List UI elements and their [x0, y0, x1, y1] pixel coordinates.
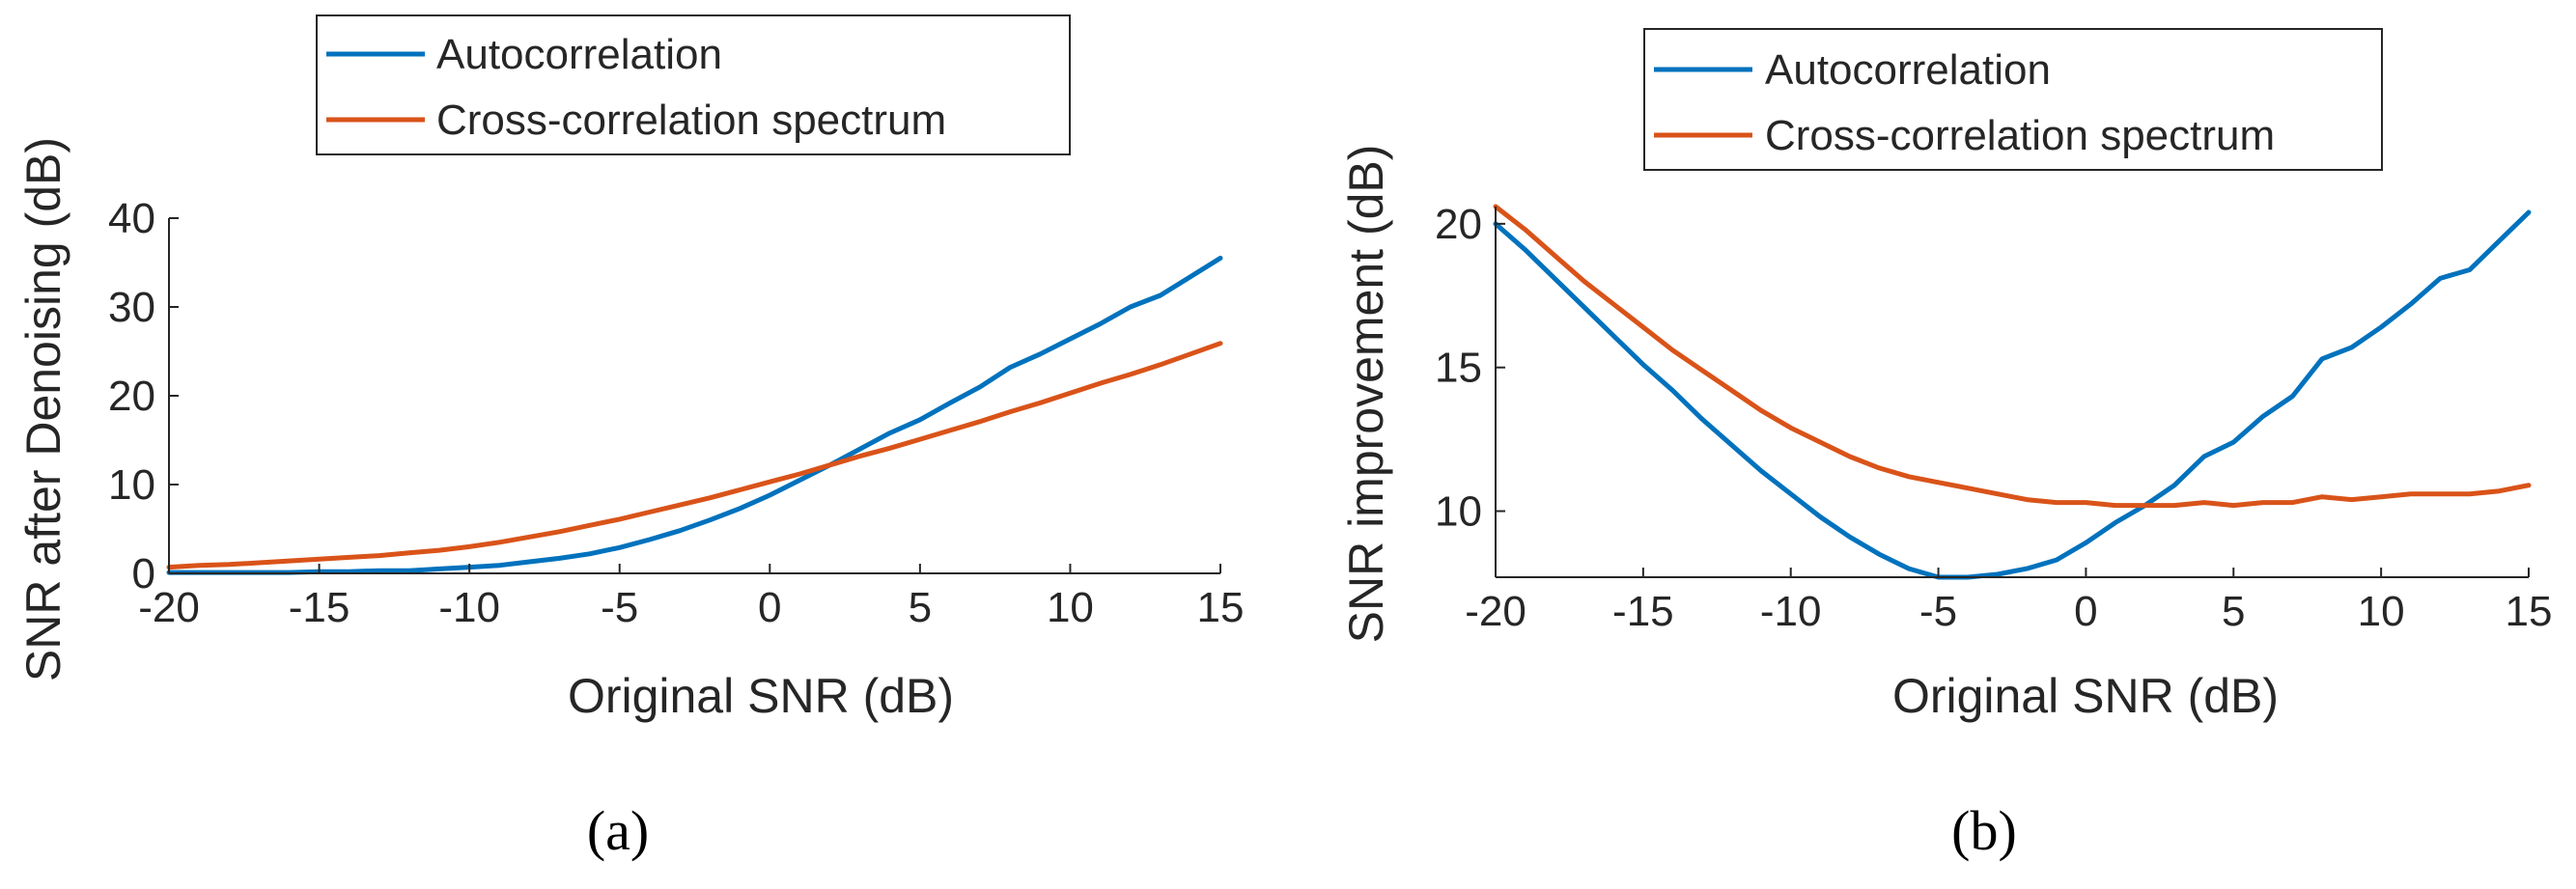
plot-background-b	[1496, 207, 2529, 577]
x-tick-label: -15	[1612, 588, 1674, 635]
tick-labels-b: -20 -15 -10 -5 0 5 10 15 10 15 20	[1435, 201, 2552, 635]
legend-label-cross-correlation-a: Cross-correlation spectrum	[436, 97, 946, 144]
y-tick-label: 30	[108, 284, 155, 331]
x-tick-label: 10	[2358, 588, 2405, 635]
caption-a: (a)	[587, 799, 649, 862]
axes-a	[168, 217, 1221, 574]
series-line-cross-correlation-a	[166, 341, 1223, 570]
y-tick-label: 10	[108, 461, 155, 509]
chart-panel-b: -20 -15 -10 -5 0 5 10 15 10 15 20 Original SNR (dB…	[1339, 28, 2552, 862]
x-tick-label: -10	[1760, 588, 1822, 635]
x-tick-label: 5	[2222, 588, 2245, 635]
legend-box-b	[1643, 28, 2383, 171]
tick-labels-a: -20 -15 -10 -5 0 5 10 15 0 10 20 30 40	[108, 195, 1244, 631]
y-tick-label: 10	[1435, 488, 1482, 536]
x-tick-label: -15	[289, 584, 350, 631]
x-tick-label: 15	[2506, 588, 2553, 635]
y-tick-label: 0	[132, 550, 155, 597]
series-lines-a	[166, 255, 1223, 575]
x-tick-label: -20	[138, 584, 200, 631]
series-lines-b	[1493, 204, 2532, 580]
y-tick-label: 20	[1435, 201, 1482, 248]
legend-label-autocorrelation-a: Autocorrelation	[436, 31, 722, 78]
legend-label-autocorrelation-b: Autocorrelation	[1765, 46, 2051, 94]
x-tick-label: 5	[909, 584, 932, 631]
x-tick-label: 10	[1047, 584, 1094, 631]
series-line-autocorrelation-a	[166, 255, 1223, 575]
x-tick-label: -5	[601, 584, 638, 631]
y-tick-label: 15	[1435, 345, 1482, 392]
plot-area-b	[1496, 207, 2529, 577]
x-tick-label: -20	[1465, 588, 1526, 635]
plot-area-a	[169, 218, 1220, 573]
y-axis-label-a: SNR after Denoising (dB)	[16, 137, 70, 681]
x-tick-label: 0	[2074, 588, 2097, 635]
legend-a: Autocorrelation Cross-correlation spectr…	[316, 14, 1071, 155]
y-tick-label: 20	[108, 373, 155, 420]
plot-background-a	[169, 218, 1220, 573]
x-tick-label: 15	[1197, 584, 1245, 631]
x-tick-label: -10	[438, 584, 500, 631]
x-axis-label-b: Original SNR (dB)	[1892, 669, 2279, 723]
y-axis-label-b: SNR improvement (dB)	[1339, 145, 1393, 644]
y-tick-label: 40	[108, 195, 155, 242]
axes-b	[1495, 207, 2530, 578]
legend-box-a	[316, 14, 1071, 155]
legend-label-cross-correlation-b: Cross-correlation spectrum	[1765, 112, 2275, 159]
x-axis-label-a: Original SNR (dB)	[568, 669, 954, 723]
legend-b: Autocorrelation Cross-correlation spectr…	[1643, 28, 2383, 171]
chart-panel-a: -20 -15 -10 -5 0 5 10 15 0 10 20 30 40 Original SNR …	[16, 14, 1244, 862]
series-line-autocorrelation-b	[1493, 209, 2532, 580]
x-tick-label: 0	[758, 584, 781, 631]
x-tick-label: -5	[1919, 588, 1957, 635]
caption-b: (b)	[1951, 799, 2017, 862]
series-line-cross-correlation-b	[1493, 204, 2532, 509]
